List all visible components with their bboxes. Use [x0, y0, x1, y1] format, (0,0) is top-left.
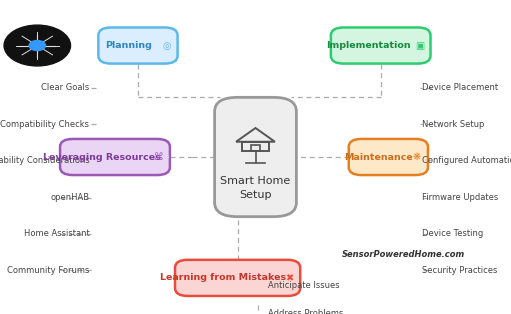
- Text: ❋: ❋: [413, 152, 421, 162]
- FancyBboxPatch shape: [98, 28, 178, 63]
- Circle shape: [29, 41, 45, 51]
- Text: Implementation: Implementation: [327, 41, 411, 50]
- FancyBboxPatch shape: [215, 97, 296, 217]
- FancyBboxPatch shape: [349, 139, 428, 175]
- FancyBboxPatch shape: [331, 28, 430, 63]
- Text: ✖: ✖: [285, 273, 293, 283]
- Text: Anticipate Issues: Anticipate Issues: [268, 281, 340, 290]
- Text: Learning from Mistakes: Learning from Mistakes: [159, 273, 286, 282]
- Text: ▣: ▣: [414, 41, 424, 51]
- Text: ◎: ◎: [162, 41, 171, 51]
- Text: Leveraging Resources: Leveraging Resources: [43, 153, 160, 161]
- Circle shape: [149, 151, 168, 163]
- Text: Network Setup: Network Setup: [422, 120, 484, 128]
- Text: Maintenance: Maintenance: [344, 153, 413, 161]
- Text: Scalability Considerations: Scalability Considerations: [0, 156, 89, 165]
- Text: openHAB: openHAB: [50, 193, 89, 202]
- Text: Device Placement: Device Placement: [422, 84, 498, 92]
- Circle shape: [280, 272, 298, 284]
- Text: Configured Automations: Configured Automations: [422, 156, 511, 165]
- Text: Home Assistant: Home Assistant: [24, 230, 89, 238]
- Circle shape: [410, 40, 428, 51]
- FancyBboxPatch shape: [175, 260, 300, 296]
- Text: Compatibility Checks: Compatibility Checks: [1, 120, 89, 128]
- FancyBboxPatch shape: [60, 139, 170, 175]
- Text: Smart Home
Setup: Smart Home Setup: [220, 176, 291, 200]
- Text: Security Practices: Security Practices: [422, 266, 497, 274]
- Text: Device Testing: Device Testing: [422, 230, 483, 238]
- Text: Firmware Updates: Firmware Updates: [422, 193, 498, 202]
- Text: Address Problems: Address Problems: [268, 310, 344, 314]
- Circle shape: [408, 151, 426, 163]
- Circle shape: [4, 25, 71, 66]
- Text: Community Forums: Community Forums: [7, 266, 89, 274]
- Text: Clear Goals: Clear Goals: [41, 84, 89, 92]
- Text: Planning: Planning: [105, 41, 152, 50]
- Circle shape: [157, 40, 176, 51]
- Text: SensorPoweredHome.com: SensorPoweredHome.com: [342, 250, 466, 259]
- Text: ⌘: ⌘: [154, 152, 164, 162]
